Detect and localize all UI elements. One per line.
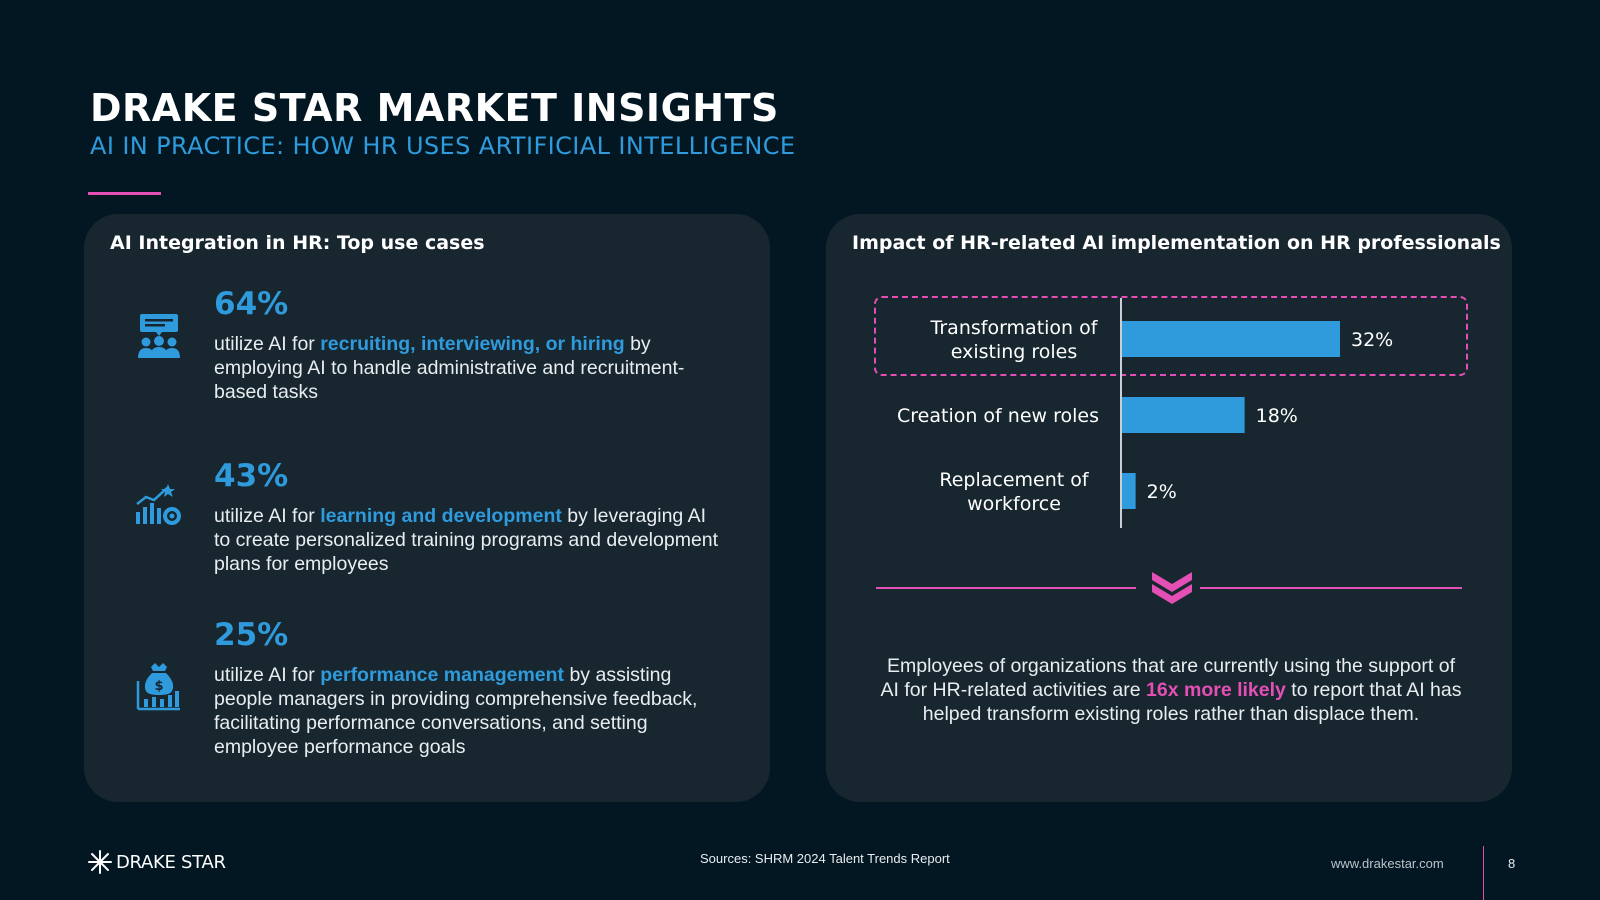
page-number: 8	[1508, 856, 1516, 871]
footer-separator	[1483, 846, 1484, 900]
stat-text-suffix: by assisting people managers in providin…	[214, 664, 698, 758]
category-label: Transformation of existing roles	[930, 317, 1099, 363]
bar-value-label: 2%	[1147, 481, 1177, 503]
bar-value-label: 32%	[1351, 329, 1393, 351]
bar-2	[1122, 473, 1136, 509]
note-prefix: Employees of organizations that are curr…	[880, 655, 1455, 701]
category-label: Creation of new roles	[897, 405, 1099, 427]
stat-description: utilize AI for learning and development …	[214, 504, 724, 576]
chart-title: Impact of HR-related AI implementation o…	[852, 232, 1501, 254]
page-subtitle: AI IN PRACTICE: HOW HR USES ARTIFICIAL I…	[90, 132, 796, 160]
money-bag-chart-icon: $	[136, 663, 180, 711]
stat-text-suffix: by leveraging AI to create personalized …	[214, 505, 719, 575]
star-logo-icon	[88, 850, 112, 874]
stat-description: utilize AI for performance management by…	[214, 663, 724, 759]
double-chevron-down-icon	[1152, 572, 1192, 604]
note-suffix: to report that AI has helped transform e…	[922, 679, 1462, 725]
stat-text-prefix: utilize AI for	[214, 333, 321, 355]
stat-text-highlight: performance management	[320, 664, 565, 686]
impact-bar-chart: 32% Transformation of existing roles 18% Cre…	[897, 298, 1393, 528]
bar-1	[1122, 397, 1245, 433]
drake-star-logo: DRAKE STAR	[88, 850, 226, 874]
use-cases-title: AI Integration in HR: Top use cases	[110, 232, 485, 254]
stat-percent: 64%	[214, 286, 289, 322]
divider-line-right	[1200, 587, 1462, 589]
stat-text-prefix: utilize AI for	[214, 505, 321, 527]
stat-text-highlight: learning and development	[320, 505, 562, 527]
bar-0	[1122, 321, 1340, 357]
bar-value-label: 18%	[1256, 405, 1298, 427]
website-link[interactable]: www.drakestar.com	[1331, 856, 1444, 871]
insight-note: Employees of organizations that are curr…	[876, 654, 1466, 726]
svg-text:$: $	[154, 679, 163, 694]
logo-text: DRAKE STAR	[116, 851, 226, 873]
stat-text-prefix: utilize AI for	[214, 664, 321, 686]
category-label: Replacement of workforce	[939, 469, 1090, 515]
stat-description: utilize AI for recruiting, interviewing,…	[214, 332, 724, 404]
sources-note: Sources: SHRM 2024 Talent Trends Report	[700, 851, 950, 866]
divider-line-left	[876, 587, 1136, 589]
use-cases-panel: AI Integration in HR: Top use cases 64% …	[84, 214, 770, 802]
stat-text-highlight: recruiting, interviewing, or hiring	[320, 333, 625, 355]
presentation-group-icon	[138, 314, 180, 358]
page-title: DRAKE STAR MARKET INSIGHTS	[90, 86, 779, 130]
stat-text-suffix: by employing AI to handle administrative…	[214, 333, 685, 403]
growth-chart-gear-icon	[136, 484, 181, 525]
note-highlight: 16x more likely	[1146, 679, 1286, 701]
stat-percent: 25%	[214, 617, 289, 653]
impact-panel: Impact of HR-related AI implementation o…	[826, 214, 1512, 802]
stat-percent: 43%	[214, 458, 289, 494]
highlight-box	[874, 296, 1468, 376]
title-underline	[88, 192, 161, 195]
